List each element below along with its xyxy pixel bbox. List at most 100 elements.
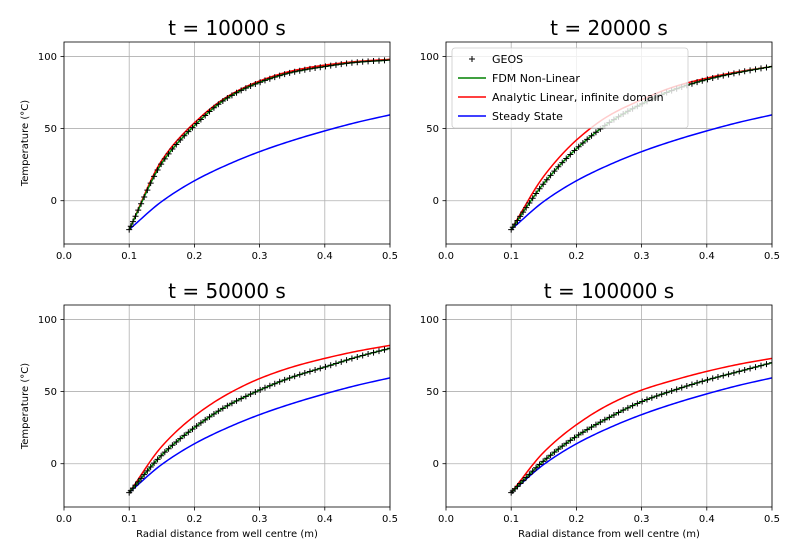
geos-point <box>752 66 759 73</box>
geos-point <box>747 365 754 372</box>
y-axis-label: Temperature (°C) <box>20 100 31 187</box>
geos-point <box>365 58 372 65</box>
subplot-1: 0.0 0.1 0.2 0.3 0.4 0.5 0 50 100 t = 10000 s Tempe… <box>20 16 398 262</box>
geos-point <box>526 471 533 478</box>
geos-point <box>370 349 377 356</box>
y-tick-label: 100 <box>38 315 57 326</box>
subplot-title: t = 50000 s <box>168 279 286 303</box>
geos-point <box>169 146 176 153</box>
x-tick-label: 0.1 <box>503 514 519 525</box>
geos-point <box>615 409 622 416</box>
geos-point <box>624 404 631 411</box>
geos-point <box>286 69 293 76</box>
geos-point <box>757 65 764 72</box>
y-tick-label: 50 <box>426 387 439 398</box>
geos-point <box>769 359 772 366</box>
x-tick-label: 0.3 <box>634 251 650 262</box>
geos-point <box>301 66 308 73</box>
geos-point <box>629 402 636 409</box>
y-axis-label: Temperature (°C) <box>20 363 31 450</box>
subplot-4: 0.0 0.1 0.2 0.3 0.4 0.5 0 50 100 t = 100000 s Radi… <box>420 279 780 540</box>
geos-point <box>563 440 570 447</box>
geos-point <box>606 414 613 421</box>
geos-point <box>266 75 273 82</box>
geos-point <box>547 172 554 179</box>
geos-point <box>359 352 366 359</box>
geos-point <box>520 477 527 484</box>
geos-point <box>709 75 716 82</box>
geos-point <box>312 366 319 373</box>
geos-point <box>668 387 675 394</box>
geos-point <box>135 207 142 214</box>
geos-point <box>610 411 617 418</box>
x-tick-label: 0.2 <box>186 251 202 262</box>
geos-point <box>529 195 536 202</box>
geos-point <box>540 458 547 465</box>
geos-point <box>233 397 240 404</box>
geos-point <box>158 161 165 168</box>
geos-point <box>219 97 226 104</box>
geos-point <box>540 181 547 188</box>
geos-point <box>567 437 574 444</box>
legend-label: GEOS <box>492 53 523 66</box>
x-tick-label: 0.0 <box>438 251 454 262</box>
legend-marker <box>469 56 475 62</box>
geos-point <box>741 366 748 373</box>
geos-point <box>233 89 240 96</box>
geos-point <box>193 120 200 127</box>
series-geos-markers <box>126 345 390 496</box>
geos-point <box>588 132 595 139</box>
geos-point <box>555 446 562 453</box>
geos-point <box>663 389 670 396</box>
y-tick-label: 50 <box>44 387 57 398</box>
x-tick-label: 0.4 <box>699 514 715 525</box>
geos-point <box>658 391 665 398</box>
geos-point <box>763 361 770 368</box>
geos-point <box>763 64 770 71</box>
legend-label: Steady State <box>492 110 563 123</box>
geos-point <box>375 57 382 64</box>
geos-point <box>354 353 361 360</box>
subplot-title: t = 10000 s <box>168 16 286 40</box>
geos-point <box>147 180 154 187</box>
geos-point <box>387 57 390 64</box>
geos-point <box>161 449 168 456</box>
legend-label: Analytic Linear, infinite domain <box>492 91 664 104</box>
geos-point <box>704 76 711 83</box>
x-tick-label: 0.5 <box>382 251 398 262</box>
geos-point <box>306 65 313 72</box>
geos-point <box>555 163 562 170</box>
legend-box <box>451 47 689 129</box>
x-tick-label: 0.5 <box>382 514 398 525</box>
x-tick-label: 0.1 <box>503 251 519 262</box>
geos-point <box>242 85 249 92</box>
geos-point <box>261 384 268 391</box>
geos-point <box>228 92 235 99</box>
geos-point <box>694 79 701 86</box>
geos-point <box>161 155 168 162</box>
geos-point <box>238 395 245 402</box>
geos-point <box>301 370 308 377</box>
axes-frame <box>445 41 773 245</box>
geos-point <box>238 87 245 94</box>
geos-point <box>151 460 158 467</box>
geos-point <box>551 449 558 456</box>
geos-point <box>370 58 377 65</box>
geos-point <box>138 200 145 207</box>
geos-point <box>575 431 582 438</box>
geos-point <box>257 79 264 86</box>
geos-point <box>291 373 298 380</box>
geos-point <box>571 434 578 441</box>
geos-point <box>312 65 319 72</box>
geos-point <box>752 364 759 371</box>
geos-point <box>725 371 732 378</box>
x-tick-label: 0.1 <box>121 514 137 525</box>
series-geos-markers <box>126 57 390 233</box>
series-steady-state <box>510 377 772 494</box>
geos-point <box>639 398 646 405</box>
geos-point <box>210 104 217 111</box>
geos-point <box>381 57 388 64</box>
geos-point <box>215 408 222 415</box>
x-tick-label: 0.2 <box>568 514 584 525</box>
geos-point <box>141 193 148 200</box>
